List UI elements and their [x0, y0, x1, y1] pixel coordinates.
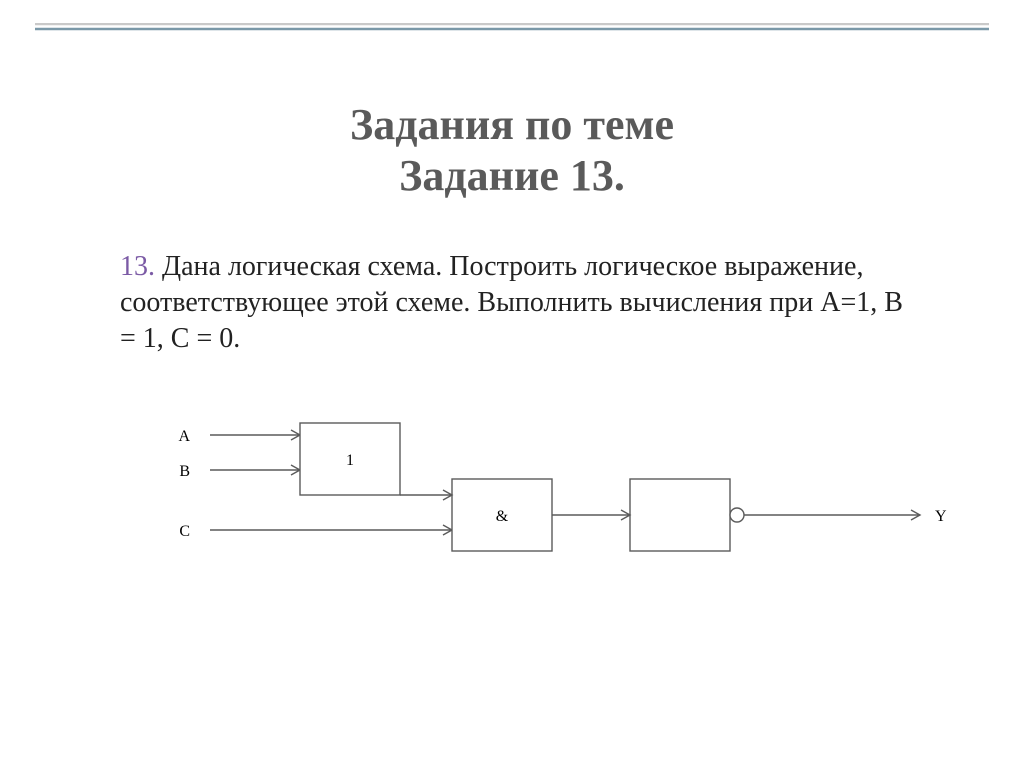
title-line-2: Задание 13.: [0, 151, 1024, 202]
gate-label-and: &: [496, 508, 509, 525]
not-bubble-icon: [730, 508, 744, 522]
logic-diagram: A B C 1 & Y: [0, 405, 1024, 645]
title-line-1: Задания по теме: [0, 100, 1024, 151]
task-text: Дана логическая схема. Построить логичес…: [120, 251, 903, 354]
input-label-a: A: [178, 428, 190, 445]
task-paragraph: 13. Дана логическая схема. Построить лог…: [120, 249, 904, 356]
input-label-c: C: [179, 523, 190, 540]
gate-not: [630, 479, 730, 551]
task-number: 13.: [120, 251, 155, 282]
output-label: Y: [935, 508, 947, 525]
input-label-b: B: [179, 463, 190, 480]
gate-label-or: 1: [346, 452, 354, 469]
